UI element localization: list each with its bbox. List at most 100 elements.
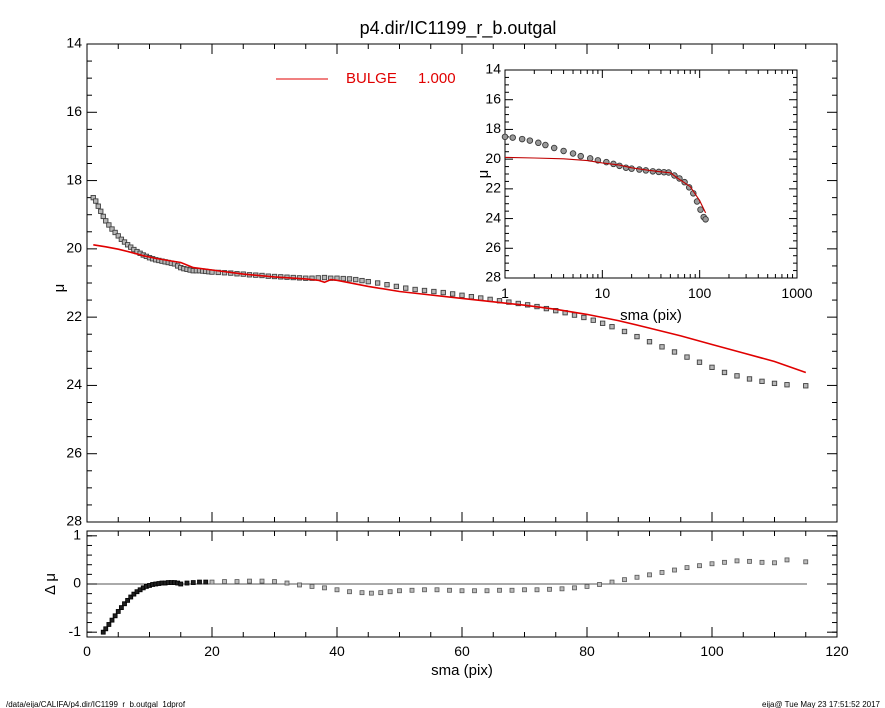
data-point	[506, 299, 512, 305]
residual-point	[109, 617, 115, 623]
data-point	[659, 344, 665, 350]
x-tick-label: 120	[825, 643, 849, 659]
data-point	[721, 369, 728, 376]
x-tick-label: 0	[83, 643, 91, 659]
y-axis-label: Δ μ	[42, 573, 59, 595]
footer-path: /data/eija/CALIFA/p4.dir/IC1199_r_b.outg…	[6, 700, 186, 708]
residual-point	[125, 597, 131, 603]
data-point	[374, 280, 381, 286]
data-point	[577, 152, 584, 160]
residual-point	[118, 605, 124, 611]
x-tick-label: 80	[579, 643, 595, 659]
residual-point	[297, 582, 302, 588]
data-point	[553, 308, 559, 314]
data-point	[569, 150, 577, 157]
data-point	[685, 184, 693, 191]
data-point	[634, 333, 640, 340]
data-point	[359, 277, 365, 284]
data-point	[646, 339, 653, 345]
data-point	[115, 233, 121, 239]
residual-point	[784, 557, 790, 563]
data-point	[440, 289, 446, 296]
inset-panel: 1 10 100 1000 14 16 18 20 22 24 26 28 μ sma (pix)	[475, 61, 813, 324]
residual-point	[584, 584, 590, 589]
residual-point	[803, 559, 809, 565]
y-tick-label: -1	[69, 623, 82, 639]
residual-point	[234, 579, 240, 584]
residual-point	[534, 587, 540, 593]
residual-point	[359, 590, 365, 596]
data-point	[103, 218, 109, 224]
residual-point	[697, 563, 702, 569]
data-point	[309, 275, 315, 281]
residual-point	[609, 579, 615, 585]
residual-point	[322, 585, 327, 591]
data-point	[696, 359, 703, 365]
residual-point	[272, 579, 277, 584]
data-point	[599, 320, 606, 326]
data-point	[518, 135, 526, 143]
data-point	[609, 324, 615, 330]
data-point	[365, 278, 371, 285]
y-tick-label: 20	[485, 150, 501, 166]
residual-point	[128, 594, 134, 600]
residual-point	[672, 567, 677, 573]
main-panel: 14 16 18 20 22 24 26 28 μ	[51, 35, 838, 529]
y-axis-label: μ	[475, 170, 492, 179]
residual-point	[203, 579, 209, 585]
x-tick-label: 100	[700, 643, 724, 659]
residual-point	[634, 574, 640, 580]
residual-point	[522, 587, 527, 593]
residual-point	[247, 578, 252, 584]
residual-point	[197, 579, 202, 585]
data-point	[412, 286, 418, 293]
data-point	[221, 270, 228, 276]
residual-point	[547, 586, 552, 592]
data-point	[501, 133, 509, 141]
bulge-model-line	[504, 156, 707, 214]
residual-point	[497, 587, 502, 593]
y-tick-label: 28	[66, 513, 82, 529]
residual-point	[259, 578, 265, 584]
chart-title: p4.dir/IC1199_r_b.outgal	[360, 18, 557, 39]
y-tick-label: 22	[66, 308, 82, 324]
residual-point	[572, 585, 577, 591]
x-tick-label: 20	[204, 643, 220, 659]
residual-point	[190, 580, 196, 585]
data-point	[421, 287, 428, 294]
residual-point	[284, 580, 290, 586]
data-point	[621, 328, 628, 335]
residual-point	[184, 580, 190, 586]
data-point	[581, 314, 587, 321]
x-axis-label: sma (pix)	[431, 662, 493, 679]
data-point	[321, 274, 328, 281]
residual-point	[209, 579, 215, 585]
residual-point	[734, 558, 740, 564]
legend-value: 1.000	[418, 70, 456, 87]
data-point	[550, 144, 558, 152]
residual-point	[747, 558, 752, 564]
data-point	[384, 282, 390, 288]
data-point	[684, 354, 690, 360]
data-point	[353, 276, 359, 283]
data-point	[734, 373, 740, 379]
x-tick-label: 60	[454, 643, 470, 659]
data-point	[459, 292, 465, 298]
data-point	[100, 213, 106, 220]
data-point	[468, 294, 475, 300]
y-tick-label: 24	[485, 209, 501, 225]
data-point	[709, 364, 715, 370]
data-point	[449, 291, 456, 297]
residual-point	[434, 587, 440, 593]
residual-point	[709, 561, 715, 567]
data-point	[702, 216, 709, 223]
data-point	[571, 312, 578, 318]
data-point	[628, 165, 635, 172]
residual-point	[334, 587, 340, 593]
data-point	[771, 380, 778, 387]
residual-point	[112, 613, 118, 619]
residual-point	[509, 587, 515, 593]
y-tick-label: 20	[66, 240, 82, 256]
residual-point	[722, 559, 727, 565]
